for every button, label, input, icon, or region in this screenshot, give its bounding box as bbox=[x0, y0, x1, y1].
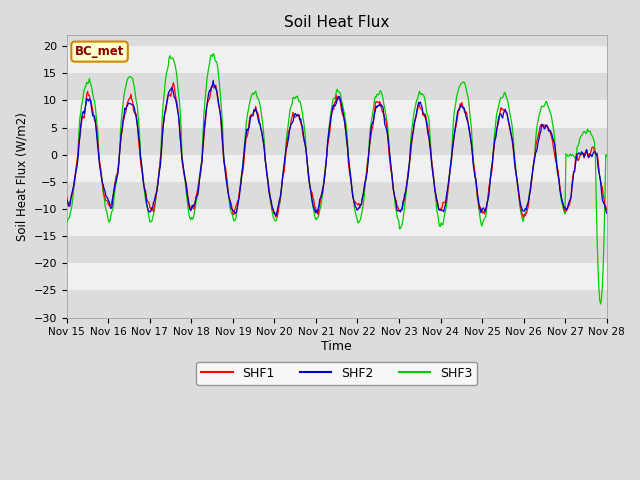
SHF2 bbox=[272, 212, 280, 218]
SHF3 bbox=[280, 162, 288, 168]
Bar bbox=[67, 73, 607, 100]
Bar bbox=[67, 155, 607, 182]
Bar bbox=[67, 46, 607, 73]
Line: SHF1: SHF1 bbox=[67, 83, 607, 217]
Line: SHF3: SHF3 bbox=[67, 54, 607, 304]
SHF2 bbox=[603, 210, 611, 216]
SHF2 bbox=[63, 197, 70, 203]
SHF1 bbox=[63, 194, 70, 200]
Bar bbox=[67, 209, 607, 236]
Y-axis label: Soil Heat Flux (W/m2): Soil Heat Flux (W/m2) bbox=[15, 112, 28, 241]
SHF2 bbox=[92, 118, 99, 124]
SHF1 bbox=[280, 168, 288, 174]
SHF3 bbox=[209, 51, 217, 57]
SHF1 bbox=[574, 158, 582, 164]
Bar bbox=[67, 290, 607, 318]
SHF1 bbox=[170, 80, 177, 85]
SHF1 bbox=[603, 207, 611, 213]
SHF3 bbox=[63, 219, 70, 225]
Text: BC_met: BC_met bbox=[75, 45, 124, 58]
SHF3 bbox=[253, 95, 261, 100]
SHF3 bbox=[603, 153, 611, 159]
Title: Soil Heat Flux: Soil Heat Flux bbox=[284, 15, 389, 30]
SHF1 bbox=[520, 215, 527, 220]
SHF3 bbox=[596, 301, 604, 307]
SHF3 bbox=[232, 216, 239, 222]
Bar bbox=[67, 264, 607, 290]
SHF3 bbox=[92, 104, 99, 110]
SHF1 bbox=[324, 137, 332, 143]
SHF2 bbox=[574, 151, 582, 156]
SHF1 bbox=[253, 109, 261, 115]
Bar bbox=[67, 182, 607, 209]
X-axis label: Time: Time bbox=[321, 340, 352, 353]
Bar bbox=[67, 236, 607, 264]
SHF2 bbox=[232, 210, 239, 216]
SHF3 bbox=[324, 131, 332, 136]
Bar bbox=[67, 100, 607, 128]
SHF2 bbox=[282, 153, 289, 159]
SHF3 bbox=[573, 144, 581, 150]
Legend: SHF1, SHF2, SHF3: SHF1, SHF2, SHF3 bbox=[196, 362, 477, 384]
SHF2 bbox=[253, 112, 261, 118]
SHF1 bbox=[92, 120, 99, 125]
SHF2 bbox=[326, 125, 333, 131]
Line: SHF2: SHF2 bbox=[67, 81, 607, 215]
SHF2 bbox=[209, 78, 217, 84]
Bar bbox=[67, 128, 607, 155]
SHF1 bbox=[232, 203, 239, 209]
